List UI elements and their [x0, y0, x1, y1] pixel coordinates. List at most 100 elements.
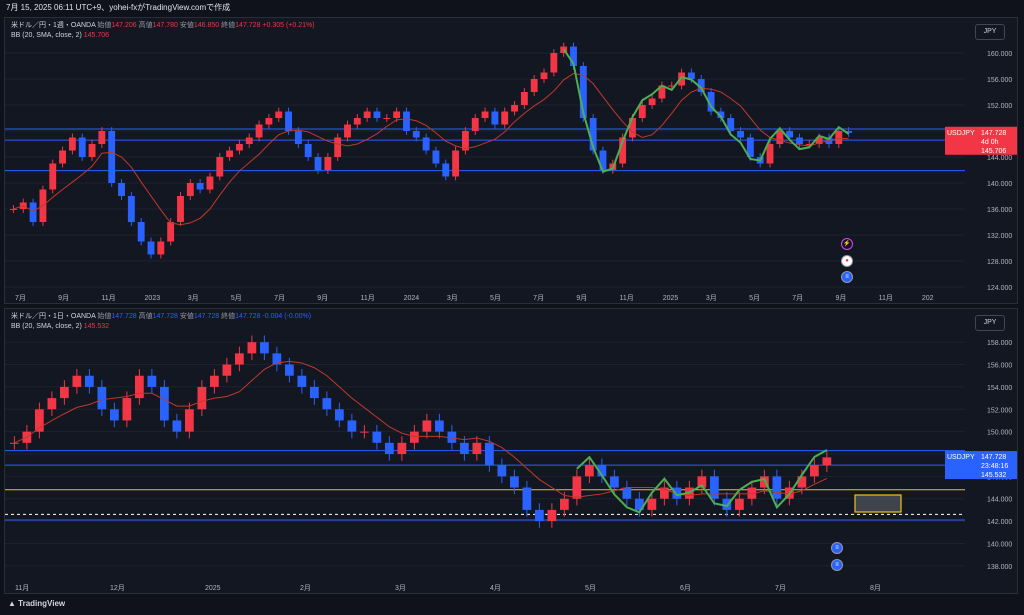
candle — [160, 386, 169, 421]
candle — [403, 111, 410, 131]
symbol-label: 米ドル／円・1日・OANDA — [11, 313, 96, 320]
currency-button[interactable]: JPY — [975, 24, 1005, 40]
x-tick-label: 3月 — [447, 294, 458, 302]
candle — [78, 137, 86, 157]
legend-line-1: 米ドル／円・1週・OANDA 始値147.206 高値147.780 安値146… — [11, 22, 315, 29]
y-tick-label: 144.000 — [987, 155, 1012, 162]
wave-overlay — [562, 48, 850, 173]
x-tick-label: 9月 — [317, 294, 328, 302]
lightning-icon[interactable]: ⚡ — [841, 238, 853, 250]
candle — [98, 131, 106, 144]
candle — [766, 144, 774, 164]
candle — [658, 85, 666, 99]
candle — [647, 498, 657, 510]
x-tick-label: 11月 — [879, 294, 893, 302]
us-flag-icon[interactable]: ≡ — [831, 559, 843, 571]
candle — [10, 209, 17, 210]
candle — [304, 144, 312, 157]
x-tick-label: 9月 — [576, 294, 587, 302]
candle — [550, 53, 558, 73]
candle — [452, 150, 460, 177]
candle — [29, 202, 37, 222]
candle — [447, 431, 457, 443]
candle — [722, 498, 732, 510]
wave-overlay — [576, 449, 828, 514]
x-tick-label: 7月 — [533, 294, 544, 302]
header-text: 7月 15, 2025 06:11 UTC+9、yohei-fxがTrading… — [6, 3, 231, 12]
candle — [796, 137, 803, 144]
candle — [432, 150, 440, 164]
candle — [245, 137, 253, 144]
candle — [635, 498, 644, 510]
price-tag-text: 145.706 — [981, 148, 1006, 155]
candle — [275, 111, 283, 118]
candle — [540, 72, 548, 79]
candle — [599, 150, 607, 170]
candle — [47, 398, 57, 410]
weekly-chart-panel[interactable]: 米ドル／円・1週・OANDA 始値147.206 高値147.780 安値146… — [4, 17, 1018, 304]
candle — [619, 137, 627, 164]
currency-button[interactable]: JPY — [975, 315, 1005, 331]
candle — [127, 196, 135, 222]
price-tag-text: USDJPY — [947, 454, 975, 461]
y-tick-label: 124.000 — [987, 285, 1012, 292]
weekly-chart-svg: 160.000156.000152.000148.000144.000140.0… — [5, 42, 1017, 302]
bb-basis-line — [14, 360, 828, 498]
candle — [373, 111, 381, 118]
candle — [815, 137, 823, 144]
us-flag-icon[interactable]: ≡ — [841, 271, 853, 283]
candle — [135, 375, 144, 399]
target-box — [854, 494, 902, 513]
candle — [746, 137, 754, 157]
y-tick-label: 136.000 — [987, 207, 1012, 214]
x-tick-label: 5月 — [231, 294, 242, 302]
candle — [786, 131, 794, 138]
candle — [707, 92, 715, 112]
candle — [197, 386, 207, 410]
x-tick-label: 9月 — [58, 294, 69, 302]
bb-basis-line — [13, 72, 849, 226]
daily-chart-panel[interactable]: 米ドル／円・1日・OANDA 始値147.728 高値147.728 安値147… — [4, 308, 1018, 594]
symbol-label: 米ドル／円・1週・OANDA — [11, 22, 96, 29]
candle — [372, 431, 382, 443]
candle — [710, 476, 719, 499]
candle — [265, 118, 273, 125]
flag-icon[interactable]: ● — [841, 255, 853, 267]
y-tick-label: 156.000 — [987, 77, 1012, 84]
candle — [570, 46, 577, 66]
candle — [10, 442, 19, 444]
candle — [110, 409, 119, 421]
candle — [835, 131, 843, 144]
candle — [461, 131, 469, 151]
candle — [660, 487, 669, 499]
x-tick-label: 2024 — [404, 295, 420, 302]
candle — [59, 150, 67, 164]
candle — [255, 124, 263, 138]
candle — [185, 409, 194, 432]
candle — [629, 118, 636, 138]
price-tag-bg — [945, 126, 1017, 155]
candle — [717, 111, 725, 118]
candle — [335, 409, 344, 421]
y-tick-label: 140.000 — [987, 541, 1012, 548]
candle — [177, 196, 184, 222]
candle — [108, 131, 116, 183]
candle — [49, 163, 57, 190]
candle — [460, 442, 469, 454]
candle — [393, 111, 401, 118]
candle — [678, 72, 686, 86]
candle — [697, 476, 707, 488]
x-tick-label: 5月 — [585, 584, 596, 592]
candle — [72, 375, 82, 387]
candle — [334, 137, 342, 157]
x-tick-label: 12月 — [110, 584, 125, 592]
candle — [805, 144, 813, 145]
price-tag-text: 145.532 — [981, 472, 1006, 479]
candle — [511, 105, 518, 112]
y-tick-label: 128.000 — [987, 259, 1012, 266]
x-tick-label: 5月 — [749, 294, 760, 302]
price-tag-bg — [945, 451, 1017, 480]
candle — [491, 111, 499, 125]
us-flag-icon[interactable]: ≡ — [831, 542, 843, 554]
tv-logo-icon: ▲ — [8, 599, 19, 608]
